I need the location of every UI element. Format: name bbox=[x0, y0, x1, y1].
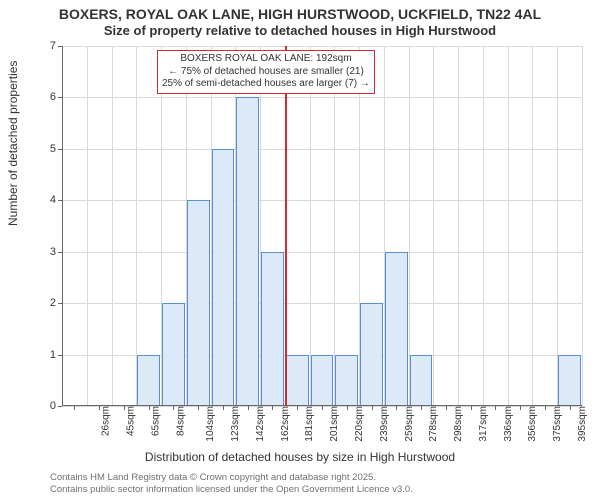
x-axis-label: Distribution of detached houses by size … bbox=[0, 450, 600, 464]
x-tick-mark bbox=[99, 406, 100, 410]
y-tick-label: 4 bbox=[50, 194, 62, 206]
x-tick-mark bbox=[396, 406, 397, 410]
chart-container: BOXERS, ROYAL OAK LANE, HIGH HURSTWOOD, … bbox=[0, 0, 600, 500]
grid-line bbox=[458, 46, 459, 406]
grid-line bbox=[87, 46, 88, 406]
y-tick-label: 7 bbox=[50, 40, 62, 52]
grid-line bbox=[310, 46, 311, 406]
grid-line bbox=[409, 46, 410, 406]
x-tick-mark bbox=[347, 406, 348, 410]
histogram-bar bbox=[360, 303, 383, 406]
histogram-bar bbox=[212, 149, 235, 406]
x-tick-label: 65sqm bbox=[146, 406, 161, 436]
x-tick-mark bbox=[74, 406, 75, 410]
x-tick-mark bbox=[149, 406, 150, 410]
x-tick-label: 45sqm bbox=[122, 406, 137, 436]
y-tick-label: 3 bbox=[50, 246, 62, 258]
x-axis-line bbox=[62, 405, 582, 406]
grid-line bbox=[112, 46, 113, 406]
annotation-line: 25% of semi-detached houses are larger (… bbox=[162, 78, 370, 91]
grid-line bbox=[62, 97, 582, 98]
x-tick-mark bbox=[297, 406, 298, 410]
histogram-bar bbox=[137, 355, 160, 406]
x-tick-label: 162sqm bbox=[276, 406, 291, 442]
x-tick-mark bbox=[446, 406, 447, 410]
x-tick-label: 26sqm bbox=[97, 406, 112, 436]
grid-line bbox=[62, 200, 582, 201]
grid-line bbox=[508, 46, 509, 406]
x-tick-mark bbox=[272, 406, 273, 410]
grid-line bbox=[62, 149, 582, 150]
x-tick-mark bbox=[322, 406, 323, 410]
grid-line bbox=[62, 46, 582, 47]
y-tick-label: 1 bbox=[50, 349, 62, 361]
histogram-bar bbox=[286, 355, 309, 406]
x-tick-mark bbox=[223, 406, 224, 410]
histogram-bar bbox=[187, 200, 210, 406]
y-tick-label: 6 bbox=[50, 91, 62, 103]
x-tick-label: 278sqm bbox=[424, 406, 439, 442]
x-tick-mark bbox=[248, 406, 249, 410]
x-tick-label: 142sqm bbox=[251, 406, 266, 442]
x-tick-mark bbox=[570, 406, 571, 410]
histogram-bar bbox=[558, 355, 581, 406]
x-tick-label: 181sqm bbox=[301, 406, 316, 442]
x-tick-label: 201sqm bbox=[325, 406, 340, 442]
x-tick-mark bbox=[173, 406, 174, 410]
footnote-line: Contains public sector information licen… bbox=[50, 484, 413, 496]
annotation-box: BOXERS ROYAL OAK LANE: 192sqm← 75% of de… bbox=[157, 50, 375, 94]
grid-line bbox=[483, 46, 484, 406]
x-tick-label: 259sqm bbox=[400, 406, 415, 442]
grid-line bbox=[582, 46, 583, 406]
x-tick-mark bbox=[421, 406, 422, 410]
x-tick-label: 317sqm bbox=[474, 406, 489, 442]
footnote: Contains HM Land Registry data © Crown c… bbox=[50, 472, 413, 496]
chart-title-sub: Size of property relative to detached ho… bbox=[0, 23, 600, 41]
y-tick-label: 5 bbox=[50, 143, 62, 155]
histogram-bar bbox=[261, 252, 284, 406]
annotation-line: ← 75% of detached houses are smaller (21… bbox=[162, 66, 370, 79]
x-tick-label: 375sqm bbox=[548, 406, 563, 442]
chart-title-main: BOXERS, ROYAL OAK LANE, HIGH HURSTWOOD, … bbox=[0, 0, 600, 23]
histogram-bar bbox=[385, 252, 408, 406]
grid-line bbox=[334, 46, 335, 406]
x-tick-label: 220sqm bbox=[350, 406, 365, 442]
x-tick-label: 298sqm bbox=[449, 406, 464, 442]
x-tick-mark bbox=[520, 406, 521, 410]
y-tick-label: 2 bbox=[50, 297, 62, 309]
x-tick-mark bbox=[495, 406, 496, 410]
footnote-line: Contains HM Land Registry data © Crown c… bbox=[50, 472, 413, 484]
histogram-bar bbox=[236, 97, 259, 406]
grid-line bbox=[433, 46, 434, 406]
x-tick-mark bbox=[471, 406, 472, 410]
y-axis-label: Number of detached properties bbox=[6, 61, 20, 226]
x-tick-mark bbox=[198, 406, 199, 410]
x-tick-label: 395sqm bbox=[573, 406, 588, 442]
annotation-line: BOXERS ROYAL OAK LANE: 192sqm bbox=[162, 53, 370, 66]
x-tick-label: 239sqm bbox=[375, 406, 390, 442]
grid-line bbox=[62, 303, 582, 304]
y-tick-label: 0 bbox=[50, 400, 62, 412]
grid-line bbox=[136, 46, 137, 406]
x-tick-mark bbox=[545, 406, 546, 410]
reference-line bbox=[285, 46, 287, 406]
x-tick-label: 104sqm bbox=[202, 406, 217, 442]
grid-line bbox=[557, 46, 558, 406]
y-axis-line bbox=[62, 46, 63, 406]
grid-line bbox=[62, 252, 582, 253]
histogram-bar bbox=[311, 355, 334, 406]
x-tick-label: 123sqm bbox=[226, 406, 241, 442]
grid-line bbox=[532, 46, 533, 406]
histogram-bar bbox=[410, 355, 433, 406]
histogram-bar bbox=[335, 355, 358, 406]
x-tick-mark bbox=[124, 406, 125, 410]
x-tick-label: 84sqm bbox=[171, 406, 186, 436]
x-tick-label: 336sqm bbox=[499, 406, 514, 442]
histogram-bar bbox=[162, 303, 185, 406]
x-tick-label: 356sqm bbox=[523, 406, 538, 442]
x-tick-mark bbox=[372, 406, 373, 410]
plot-area: 0123456726sqm45sqm65sqm84sqm104sqm123sqm… bbox=[62, 46, 582, 406]
